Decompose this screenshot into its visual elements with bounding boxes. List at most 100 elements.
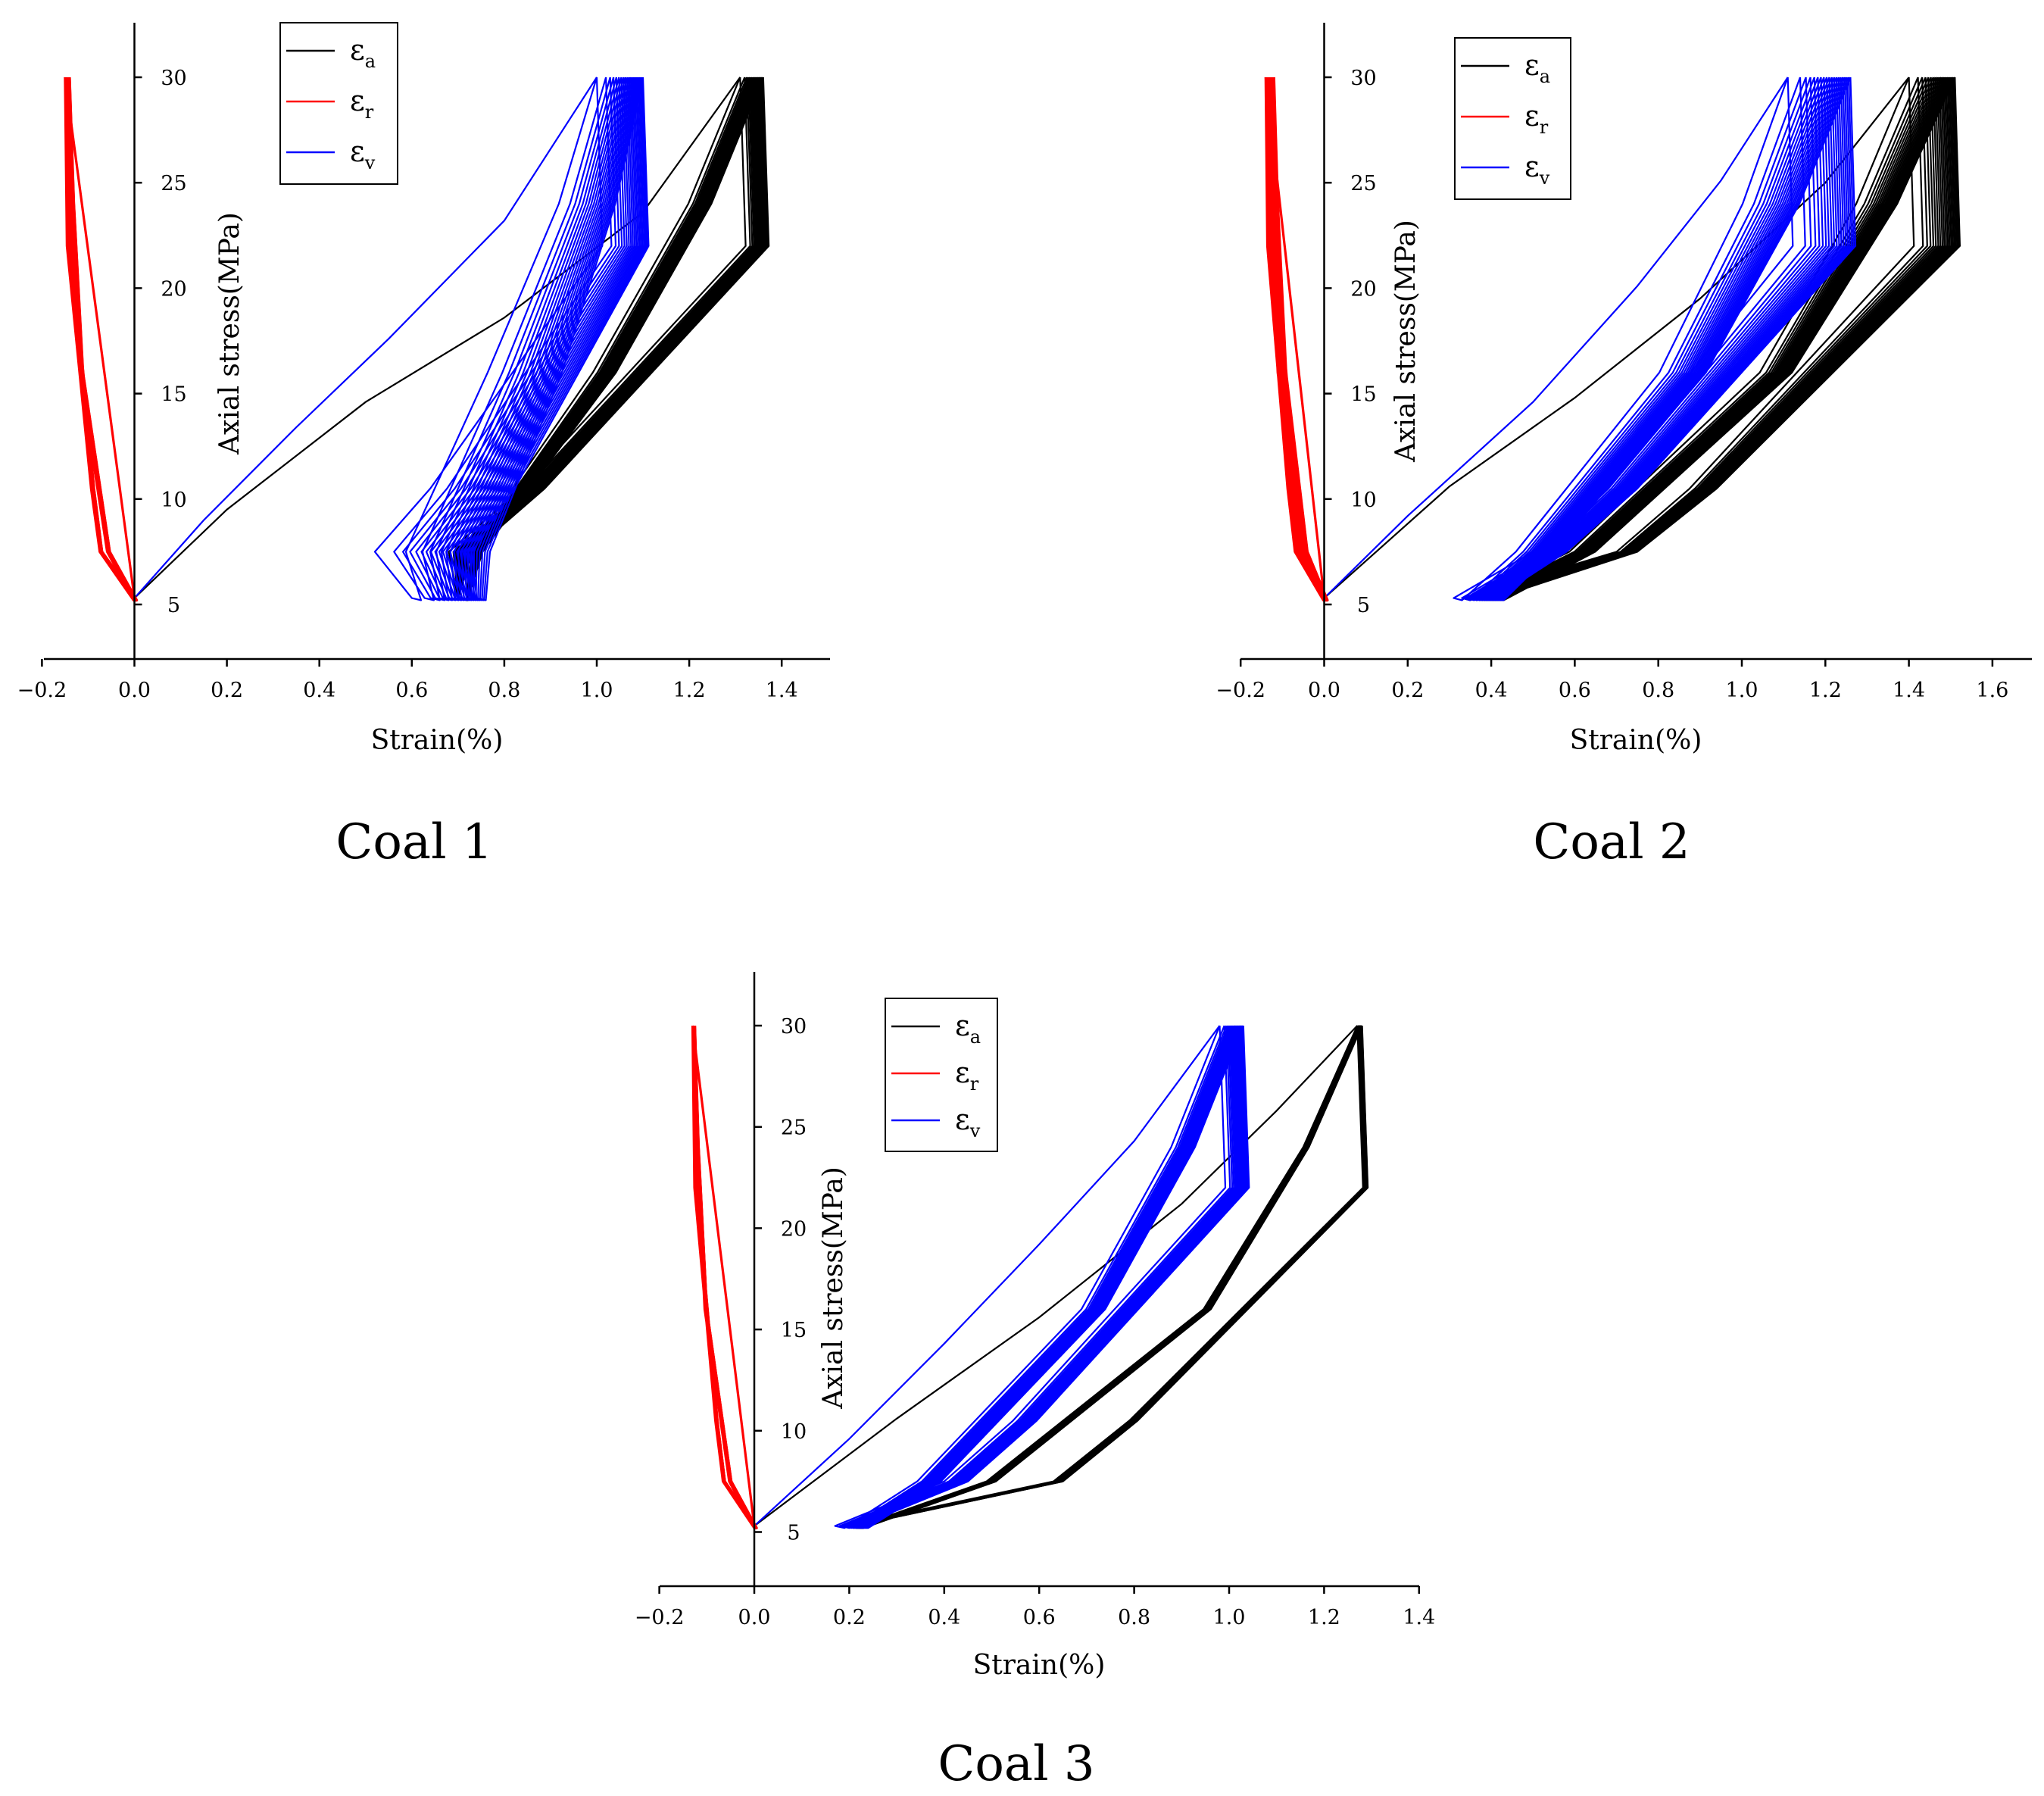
- series-r: [64, 77, 139, 601]
- legend-label: εr: [1524, 99, 1549, 138]
- y-tick: 30: [1324, 67, 1377, 90]
- y-tick-label: 15: [781, 1319, 807, 1342]
- y-tick-label: 20: [1350, 277, 1376, 301]
- y-tick-label: 10: [1350, 489, 1376, 512]
- x-tick-label: 0.6: [1023, 1606, 1056, 1629]
- hysteresis-loop: [68, 77, 139, 601]
- x-tick-label: 0.6: [1559, 679, 1591, 702]
- y-tick-label: 5: [1357, 594, 1370, 617]
- x-tick: 1.4: [766, 659, 798, 702]
- x-tick: 0.6: [395, 659, 428, 702]
- x-tick-label: 0.0: [738, 1606, 771, 1629]
- legend-symbol: ε: [350, 135, 365, 168]
- panel-caption-coal-1: Coal 1: [335, 814, 492, 870]
- x-tick: 1.2: [1809, 659, 1842, 702]
- hysteresis-loop: [409, 77, 620, 601]
- y-tick: 20: [134, 277, 187, 301]
- x-axis-label-coal-2: Strain(%): [1570, 725, 1702, 756]
- axes-coal-1: −0.2 0.0 0.2 0.4 0.6 0.8 1.0 1.2 1.4 5 10 15 20 25 30…: [17, 23, 830, 756]
- y-tick: 15: [1324, 383, 1377, 407]
- x-axis-label-coal-1: Strain(%): [371, 725, 504, 756]
- y-tick-label: 25: [1350, 172, 1376, 195]
- legend-item-r: εr: [891, 1056, 979, 1095]
- axes-coal-2: −0.2 0.0 0.2 0.4 0.6 0.8 1.0 1.2 1.4 1.6 5 10 15 20 2…: [1215, 23, 2032, 756]
- legend-symbol: ε: [350, 84, 365, 117]
- x-tick-label: 1.0: [1726, 679, 1758, 702]
- x-tick-label: 1.2: [1809, 679, 1842, 702]
- x-tick: 0.6: [1559, 659, 1591, 702]
- y-tick-label: 15: [1350, 383, 1376, 407]
- chart-coal-1: −0.2 0.0 0.2 0.4 0.6 0.8 1.0 1.2 1.4 5 10 15 20 25 30…: [17, 22, 830, 870]
- x-tick: 0.4: [303, 659, 335, 702]
- legend-symbol: ε: [955, 1056, 970, 1089]
- legend-item-v: εv: [1461, 150, 1550, 189]
- y-tick-label: 25: [161, 172, 186, 195]
- legend-box-coal-1: [279, 22, 398, 185]
- y-tick-label: 20: [161, 277, 186, 301]
- y-tick: 10: [754, 1420, 807, 1444]
- x-tick-label: 0.4: [1475, 679, 1508, 702]
- legend-item-r: εr: [1461, 99, 1549, 138]
- legend-label: εa: [1524, 48, 1550, 87]
- y-tick: 5: [134, 594, 180, 617]
- plot-area-coal-1: [64, 77, 770, 601]
- x-tick-label: 0.0: [1308, 679, 1340, 702]
- series-layer-coal-1: [64, 77, 770, 601]
- first-loading-curve: [1323, 77, 1789, 599]
- legend-label: εv: [955, 1103, 981, 1142]
- legend-label: εr: [350, 84, 374, 123]
- legend-item-a: εa: [286, 33, 376, 72]
- y-axis-label-coal-2: Axial stress(MPa): [1390, 220, 1421, 463]
- x-tick: 1.4: [1403, 1586, 1435, 1629]
- x-tick: −0.2: [17, 659, 67, 702]
- x-tick-label: 0.8: [1118, 1606, 1150, 1629]
- legend-box-coal-2: [1454, 37, 1571, 200]
- first-loading-curve: [691, 1025, 756, 1526]
- x-axis-label-coal-3: Strain(%): [973, 1650, 1106, 1681]
- hysteresis-loop: [1272, 77, 1329, 601]
- legend-symbol: ε: [1524, 99, 1540, 133]
- hysteresis-loop: [694, 1025, 758, 1529]
- y-tick: 25: [134, 172, 187, 195]
- x-tick-label: −0.2: [17, 679, 67, 702]
- x-tick: 0.0: [118, 659, 151, 702]
- legend-subscript: a: [970, 1026, 981, 1048]
- y-tick: 30: [134, 67, 187, 90]
- panel-caption-coal-2: Coal 2: [1533, 814, 1690, 870]
- x-tick-label: 1.2: [673, 679, 706, 702]
- x-tick: −0.2: [1215, 659, 1265, 702]
- x-tick-label: 0.0: [118, 679, 151, 702]
- y-tick-label: 5: [787, 1522, 800, 1545]
- y-tick-label: 25: [781, 1117, 807, 1140]
- y-ticks-coal-3: 5 10 15 20 25 30: [754, 1015, 807, 1545]
- legend-item-r: εr: [286, 84, 374, 123]
- legend-label: εa: [350, 33, 376, 72]
- legend-subscript: a: [1540, 66, 1550, 87]
- y-tick: 10: [1324, 489, 1377, 512]
- first-loading-curve: [754, 1025, 1221, 1527]
- x-tick: 0.8: [1118, 1586, 1150, 1629]
- x-tick: 1.0: [1213, 1586, 1245, 1629]
- y-tick: 25: [1324, 172, 1377, 195]
- y-tick-label: 15: [161, 383, 186, 407]
- x-tick-label: 0.8: [1642, 679, 1674, 702]
- x-tick-label: −0.2: [1215, 679, 1265, 702]
- legend-item-a: εa: [891, 1009, 981, 1048]
- series-r: [1264, 77, 1329, 601]
- x-tick: −0.2: [635, 1586, 685, 1629]
- x-tick-label: 1.2: [1308, 1606, 1340, 1629]
- y-axis-label-coal-3: Axial stress(MPa): [818, 1167, 849, 1410]
- y-tick-label: 10: [161, 489, 186, 512]
- first-loading-curve: [133, 77, 598, 599]
- x-tick: 0.8: [1642, 659, 1674, 702]
- legend-symbol: ε: [955, 1103, 970, 1136]
- x-tick-label: −0.2: [635, 1606, 685, 1629]
- legend-item-v: εv: [891, 1103, 981, 1142]
- x-tick: 0.8: [488, 659, 520, 702]
- y-tick: 15: [754, 1319, 807, 1342]
- x-tick: 0.0: [738, 1586, 771, 1629]
- legend-label: εv: [1524, 150, 1550, 189]
- y-tick-label: 30: [781, 1015, 807, 1039]
